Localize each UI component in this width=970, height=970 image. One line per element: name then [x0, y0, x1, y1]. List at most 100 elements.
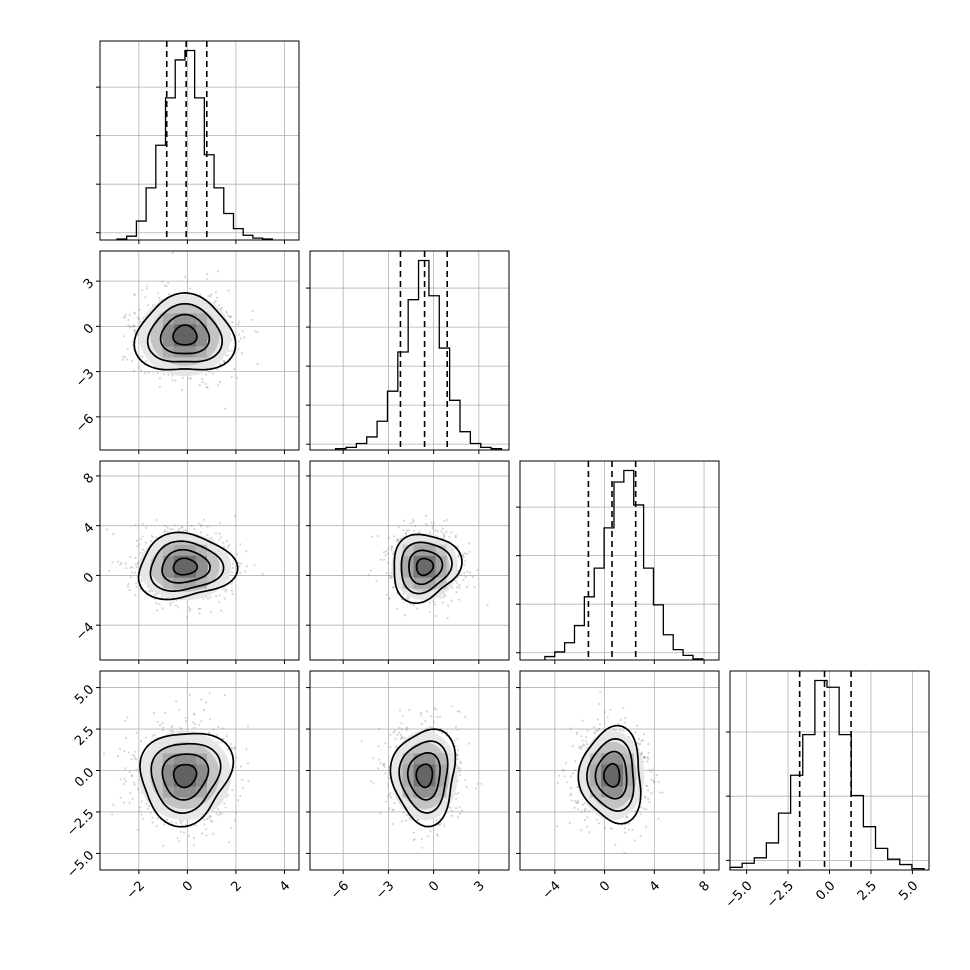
scatter-point: [199, 293, 202, 296]
scatter-point: [194, 824, 197, 827]
scatter-point: [455, 581, 459, 584]
scatter-point: [199, 524, 202, 528]
scatter-point: [176, 837, 179, 840]
scatter-point: [200, 523, 203, 527]
scatter-point: [230, 375, 233, 379]
scatter-point: [237, 561, 240, 564]
scatter-point: [379, 762, 382, 765]
scatter-point: [141, 535, 144, 538]
scatter-point: [576, 799, 579, 802]
density-cell: [435, 544, 447, 556]
scatter-point: [135, 768, 138, 771]
scatter-point: [225, 539, 229, 543]
scatter-point: [645, 808, 648, 811]
scatter-point: [141, 355, 144, 358]
scatter-point: [441, 601, 444, 604]
scatter-point: [383, 551, 386, 554]
scatter-point: [230, 746, 233, 750]
scatter-point: [443, 535, 446, 538]
density-cell: [184, 555, 196, 567]
scatter-point: [169, 602, 172, 605]
scatter-point: [230, 349, 233, 352]
scatter-point: [256, 362, 259, 366]
scatter-point: [582, 744, 586, 747]
scatter-point: [581, 739, 584, 742]
scatter-point: [208, 718, 212, 721]
scatter-point: [186, 820, 189, 823]
scatter-point: [170, 821, 173, 824]
density-cell: [195, 775, 207, 787]
scatter-point: [566, 781, 569, 784]
contour-level-2: [586, 738, 635, 812]
density-cell: [162, 335, 174, 347]
scatter-point: [432, 721, 435, 724]
scatter-point: [256, 331, 259, 334]
scatter-point: [231, 571, 234, 574]
scatter-point: [174, 604, 177, 607]
scatter-point: [138, 318, 141, 321]
scatter-point: [155, 825, 158, 828]
scatter-point: [161, 729, 164, 732]
scatter-point: [647, 757, 650, 760]
scatter-point: [135, 585, 138, 588]
density-cell: [184, 346, 196, 358]
panel-frame: [309, 250, 510, 451]
scatter-point: [159, 724, 162, 727]
scatter-point: [454, 579, 457, 582]
scatter-point: [456, 586, 459, 589]
scatter-point: [164, 524, 167, 527]
scatter-point: [456, 749, 459, 752]
scatter-point: [456, 757, 459, 761]
scatter-point: [387, 574, 391, 577]
scatter-point: [445, 531, 448, 534]
x-tick-label: 0: [597, 878, 613, 894]
scatter-point: [438, 715, 442, 718]
scatter-point: [391, 586, 394, 589]
density-cell: [173, 764, 185, 776]
scatter-point: [614, 729, 617, 732]
scatter-point: [459, 812, 462, 815]
contour-level-3: [133, 292, 237, 371]
scatter-point: [130, 775, 134, 778]
scatter-point: [134, 594, 137, 597]
scatter-point: [441, 527, 444, 530]
scatter-point: [118, 747, 122, 751]
x-tick-label: −5.0: [723, 878, 756, 911]
scatter-point: [216, 733, 219, 736]
scatter-point: [466, 552, 469, 556]
scatter-point: [456, 545, 459, 549]
scatter-point: [116, 560, 120, 563]
scatter-point: [211, 820, 214, 823]
scatter-point: [623, 721, 626, 724]
scatter-point: [617, 722, 620, 726]
histogram-step-2: [544, 469, 704, 660]
scatter-point: [247, 779, 250, 783]
scatter-point: [447, 604, 450, 607]
scatter-point: [610, 827, 613, 830]
scatter-point: [404, 813, 408, 816]
scatter-point: [204, 382, 207, 386]
scatter-point: [128, 588, 131, 592]
scatter-point: [454, 807, 458, 810]
scatter-point: [205, 828, 208, 831]
scatter-point: [179, 830, 183, 834]
scatter-point: [636, 724, 639, 728]
scatter-point: [575, 802, 579, 805]
scatter-point: [468, 550, 471, 553]
scatter-point: [178, 527, 181, 530]
scatter-point: [203, 823, 206, 826]
scatter-point: [179, 821, 182, 825]
x-tick-label: 8: [697, 878, 713, 894]
scatter-point: [220, 741, 223, 744]
scatter-point: [405, 529, 408, 532]
scatter-point: [420, 723, 423, 726]
scatter-point: [372, 782, 375, 785]
scatter-point: [622, 730, 625, 733]
scatter-point: [149, 811, 152, 815]
scatter-point: [466, 570, 469, 573]
scatter-point: [112, 533, 115, 536]
scatter-point: [138, 810, 142, 813]
scatter-point: [390, 547, 393, 550]
scatter-point: [227, 349, 230, 353]
scatter-point: [592, 726, 596, 729]
